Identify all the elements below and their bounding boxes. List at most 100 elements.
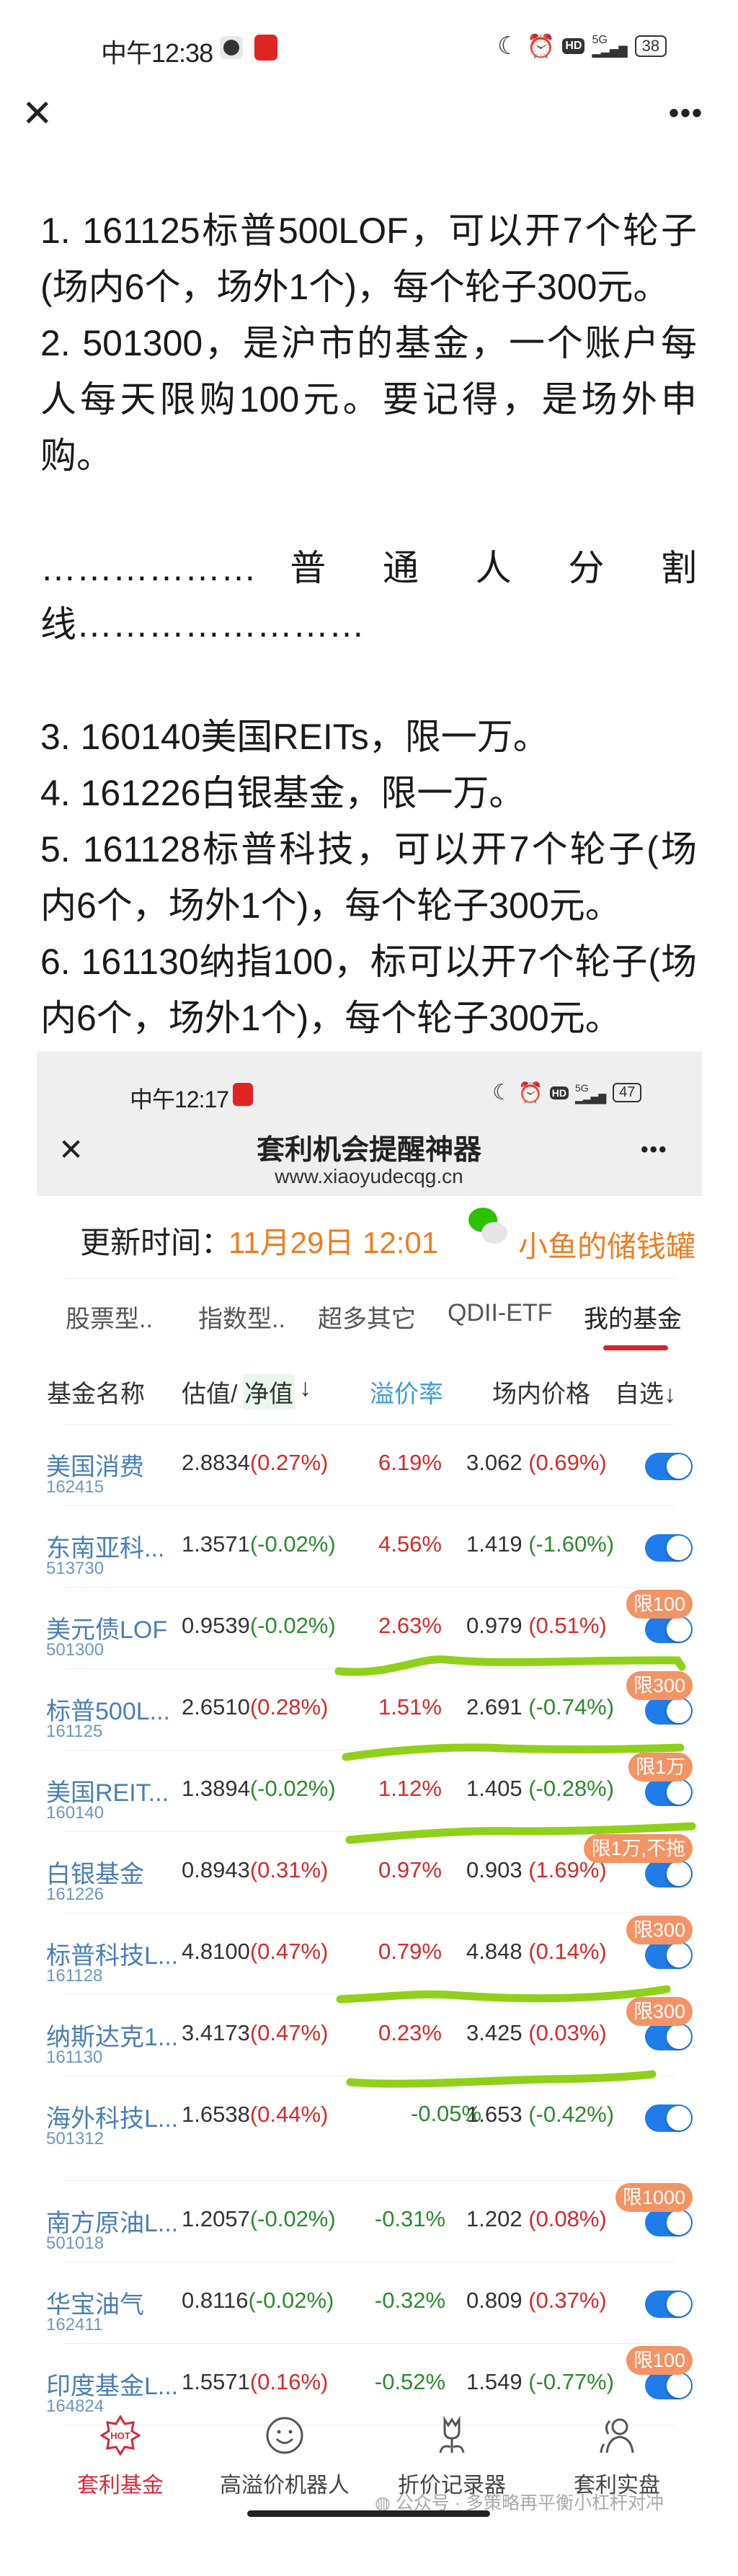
tab-2[interactable]: 指数型.. bbox=[198, 1306, 285, 1333]
tab-1[interactable]: 股票型.. bbox=[66, 1306, 153, 1333]
note-line: 5. 161128标普科技，可以开7个轮子(场 bbox=[40, 829, 697, 869]
table-row[interactable]: 海外科技L... 501312 1.6538(0.44%) -0.05% 1.653 (… bbox=[37, 2076, 702, 2180]
estimate-value: 1.6538(0.44%) bbox=[182, 2102, 328, 2128]
watch-toggle[interactable] bbox=[645, 2209, 693, 2236]
note-line: 购。 bbox=[40, 435, 112, 476]
hd-icon: HD bbox=[549, 1086, 569, 1099]
toggle-knob bbox=[667, 1454, 691, 1479]
price-change: (-0.42%) bbox=[528, 2102, 615, 2127]
note-line: 内6个，场外1个)，每个轮子300元。 bbox=[40, 885, 621, 926]
more-button[interactable]: ••• bbox=[669, 97, 703, 130]
more-button[interactable]: ••• bbox=[641, 1138, 668, 1162]
table-row[interactable]: 标普科技L... 161128 4.8100(0.47%) 0.79% 4.848 (0… bbox=[37, 1913, 702, 1994]
note-line: 内6个，场外1个)，每个轮子300元。 bbox=[40, 998, 621, 1038]
table-row[interactable]: 美国消费 162415 2.8834(0.27%) 6.19% 3.062 (0.69%… bbox=[37, 1424, 702, 1505]
nav-item-3[interactable]: 折价记录器 bbox=[376, 2415, 528, 2497]
fund-code: 164824 bbox=[46, 2396, 105, 2416]
status-icons: ☾ ⏰ HD 5G ▂▃▅▇ 38 bbox=[497, 32, 667, 61]
tab-3[interactable]: 超多其它 bbox=[318, 1306, 416, 1333]
estimate-change: (-0.02%) bbox=[249, 2206, 336, 2231]
col-watch[interactable]: 自选↓ bbox=[615, 1381, 676, 1408]
tab-5[interactable]: 我的基金 bbox=[584, 1306, 682, 1333]
watch-toggle[interactable] bbox=[645, 1779, 693, 1806]
fund-name[interactable]: 白银基金 bbox=[46, 1861, 144, 1888]
price: 3.425 bbox=[466, 2020, 523, 2045]
more-icon: ••• bbox=[669, 97, 704, 129]
fund-name[interactable]: 标普500L... bbox=[46, 1698, 170, 1725]
watch-toggle[interactable] bbox=[645, 1616, 693, 1643]
price: 1.202 bbox=[466, 2206, 523, 2231]
watch-toggle[interactable] bbox=[645, 1697, 693, 1725]
shot-status-icons: ☾ ⏰ HD 5G ▂▃▅▇ 47 bbox=[492, 1080, 642, 1105]
table-row[interactable]: 白银基金 161226 0.8943(0.31%) 0.97% 0.903 (1.69%… bbox=[37, 1831, 702, 1913]
fund-name[interactable]: 海外科技L... bbox=[46, 2105, 179, 2133]
watch-toggle[interactable] bbox=[645, 2372, 693, 2399]
fund-code: 161128 bbox=[46, 1966, 103, 1986]
note-line: 线…………………… bbox=[40, 604, 365, 645]
watch-toggle[interactable] bbox=[645, 1942, 693, 1969]
estimate: 0.8943 bbox=[182, 1857, 250, 1882]
estimate-value: 0.8943(0.31%) bbox=[182, 1857, 328, 1883]
estimate: 0.9539 bbox=[182, 1613, 250, 1638]
price: 1.419 bbox=[466, 1531, 523, 1557]
tab-4[interactable]: QDII-ETF bbox=[448, 1299, 553, 1327]
watch-toggle[interactable] bbox=[645, 1860, 693, 1887]
fund-name[interactable]: 标普科技L... bbox=[46, 1942, 179, 1970]
fund-name[interactable]: 东南亚科... bbox=[46, 1535, 165, 1562]
nav-item-2[interactable]: 高溢价机器人 bbox=[209, 2415, 360, 2497]
limit-badge: 限300 bbox=[626, 1916, 693, 1944]
nav-item-4[interactable]: 套利实盘 bbox=[541, 2415, 693, 2497]
estimate-change: (-0.02%) bbox=[249, 1531, 336, 1557]
table-row[interactable]: 标普500L... 161125 2.6510(0.28%) 1.51% 2.691 (… bbox=[37, 1668, 702, 1750]
premium-rate: 6.19% bbox=[378, 1450, 442, 1475]
fund-name[interactable]: 美国消费 bbox=[46, 1453, 144, 1481]
note-line: 1. 161125标普500LOF，可以开7个轮子 bbox=[40, 211, 697, 251]
row-divider bbox=[63, 1505, 675, 1506]
col-price[interactable]: 场内价格 bbox=[492, 1381, 590, 1408]
fund-name[interactable]: 美国REIT... bbox=[46, 1779, 169, 1807]
estimate: 1.2057 bbox=[182, 2206, 250, 2231]
fund-name[interactable]: 美元债LOF bbox=[46, 1616, 168, 1644]
col-nav[interactable]: 净值 bbox=[243, 1374, 295, 1409]
wechat-icon bbox=[468, 1208, 512, 1251]
fund-name[interactable]: 南方原油L... bbox=[46, 2210, 179, 2237]
fund-name[interactable]: 印度基金L... bbox=[46, 2373, 179, 2400]
price: 4.848 bbox=[466, 1939, 523, 1964]
fund-code: 162411 bbox=[46, 2315, 103, 2334]
market-price: 4.848 (0.14%) bbox=[466, 1939, 607, 1965]
watch-toggle[interactable] bbox=[645, 2023, 693, 2050]
col-estimate[interactable]: 估值/ bbox=[182, 1381, 238, 1408]
premium-rate: -0.52% bbox=[374, 2369, 446, 2394]
moon-icon: ☾ bbox=[497, 32, 520, 60]
estimate-value: 2.8834(0.27%) bbox=[182, 1450, 328, 1476]
network-type: 5G bbox=[575, 1081, 589, 1094]
fund-name[interactable]: 纳斯达克1... bbox=[46, 2024, 179, 2051]
wechat-icon: ◍ bbox=[375, 2493, 396, 2513]
table-row[interactable]: 美国REIT... 160140 1.3894(-0.02%) 1.12% 1.405 … bbox=[37, 1750, 702, 1831]
table-row[interactable]: 印度基金L... 164824 1.5571(0.16%) -0.52% 1.549 (… bbox=[37, 2343, 702, 2425]
price: 0.809 bbox=[466, 2288, 523, 2313]
watch-toggle[interactable] bbox=[645, 2290, 693, 2318]
watch-toggle[interactable] bbox=[645, 2104, 693, 2132]
fund-name[interactable]: 华宝油气 bbox=[46, 2291, 144, 2319]
price: 0.903 bbox=[466, 1857, 523, 1882]
brand-name: 小鱼的储钱罐 bbox=[518, 1230, 695, 1263]
table-row[interactable]: 纳斯达克1... 161130 3.4173(0.47%) 0.23% 3.425 (0… bbox=[37, 1994, 702, 2076]
table-row[interactable]: 美元债LOF 501300 0.9539(-0.02%) 2.63% 0.979 (0.… bbox=[37, 1587, 702, 1668]
fund-code: 501312 bbox=[46, 2129, 105, 2148]
limit-badge: 限1万,不拖 bbox=[584, 1834, 693, 1863]
table-row[interactable]: 华宝油气 162411 0.8116(-0.02%) -0.32% 0.809 (0.3… bbox=[37, 2262, 702, 2343]
table-row[interactable]: 东南亚科... 513730 1.3571(-0.02%) 4.56% 1.419 (-… bbox=[37, 1505, 702, 1587]
table-row[interactable]: 南方原油L... 501018 1.2057(-0.02%) -0.31% 1.202 … bbox=[37, 2180, 702, 2262]
market-price: 2.691 (-0.74%) bbox=[466, 1694, 614, 1720]
sort-down-icon[interactable]: ↓ bbox=[299, 1374, 311, 1402]
nav-item-1[interactable]: HOT 套利基金 bbox=[45, 2415, 196, 2497]
limit-badge: 限100 bbox=[626, 1590, 693, 1619]
estimate-change: (-0.02%) bbox=[249, 1776, 336, 1801]
col-premium[interactable]: 溢价率 bbox=[370, 1381, 443, 1408]
watch-toggle[interactable] bbox=[645, 1453, 693, 1480]
watch-toggle[interactable] bbox=[645, 1534, 693, 1562]
close-button[interactable]: ✕ bbox=[58, 1132, 84, 1167]
price: 1.549 bbox=[466, 2369, 523, 2394]
close-button[interactable]: ✕ bbox=[22, 95, 53, 133]
